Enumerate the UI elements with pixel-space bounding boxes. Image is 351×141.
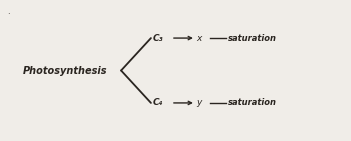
Text: Photosynthesis: Photosynthesis [23, 66, 107, 75]
Text: x: x [196, 34, 201, 43]
Text: .: . [7, 7, 9, 16]
Text: y: y [196, 98, 201, 107]
Text: saturation: saturation [227, 34, 277, 43]
Text: C₃: C₃ [153, 34, 163, 43]
Text: saturation: saturation [227, 98, 277, 107]
Text: C₄: C₄ [153, 98, 163, 107]
